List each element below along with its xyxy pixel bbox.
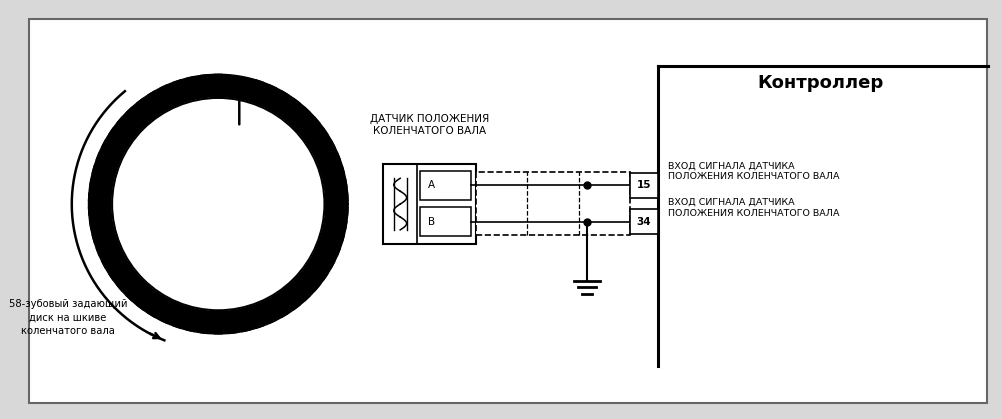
Polygon shape	[311, 251, 335, 269]
Bar	[383, 164, 476, 244]
Text: ВХОД СИГНАЛА ДАТЧИКА
ПОЛОЖЕНИЯ КОЛЕНЧАТОГО ВАЛА: ВХОД СИГНАЛА ДАТЧИКА ПОЛОЖЕНИЯ КОЛЕНЧАТО…	[667, 161, 839, 181]
Polygon shape	[200, 75, 210, 99]
Text: 34: 34	[636, 217, 651, 227]
Polygon shape	[320, 229, 345, 243]
Text: Пропущенные 2 зуба: Пропущенные 2 зуба	[181, 132, 297, 142]
Polygon shape	[92, 229, 117, 243]
Bar	[420, 207, 471, 236]
Polygon shape	[280, 287, 301, 310]
Polygon shape	[297, 117, 320, 138]
Polygon shape	[271, 293, 289, 318]
Text: 15: 15	[637, 180, 651, 190]
Polygon shape	[311, 140, 335, 158]
Polygon shape	[316, 152, 341, 168]
Polygon shape	[297, 270, 320, 291]
Polygon shape	[116, 117, 139, 138]
Circle shape	[112, 98, 325, 310]
Polygon shape	[324, 193, 348, 202]
Polygon shape	[160, 85, 176, 109]
Polygon shape	[126, 279, 148, 301]
Polygon shape	[271, 91, 289, 115]
Polygon shape	[88, 207, 112, 215]
Polygon shape	[89, 179, 114, 190]
Polygon shape	[186, 307, 198, 332]
Polygon shape	[160, 299, 176, 323]
Polygon shape	[320, 166, 345, 179]
Text: Контроллер: Контроллер	[757, 74, 883, 92]
Polygon shape	[136, 98, 156, 122]
Polygon shape	[186, 77, 198, 101]
Polygon shape	[289, 107, 311, 129]
Polygon shape	[108, 261, 132, 280]
Polygon shape	[248, 304, 264, 328]
Bar	[630, 173, 658, 198]
Polygon shape	[260, 85, 277, 109]
Text: ВХОД СИГНАЛА ДАТЧИКА
ПОЛОЖЕНИЯ КОЛЕНЧАТОГО ВАЛА: ВХОД СИГНАЛА ДАТЧИКА ПОЛОЖЕНИЯ КОЛЕНЧАТО…	[667, 198, 839, 217]
Polygon shape	[280, 98, 301, 122]
Polygon shape	[88, 74, 348, 334]
Polygon shape	[260, 299, 277, 323]
Polygon shape	[173, 80, 187, 105]
Polygon shape	[248, 80, 264, 105]
Polygon shape	[214, 310, 222, 334]
Polygon shape	[147, 91, 166, 115]
Polygon shape	[323, 179, 347, 190]
Polygon shape	[101, 251, 126, 269]
Polygon shape	[88, 193, 112, 202]
Text: В: В	[428, 217, 435, 227]
Polygon shape	[305, 261, 328, 280]
Text: 58-зубовый задающий
диск на шкиве
коленчатого вала: 58-зубовый задающий диск на шкиве коленч…	[9, 300, 127, 336]
Bar	[476, 171, 630, 235]
Polygon shape	[237, 307, 250, 332]
Bar	[420, 171, 471, 200]
Polygon shape	[226, 309, 236, 334]
Text: ДАТЧИК ПОЛОЖЕНИЯ
КОЛЕНЧАТОГО ВАЛА: ДАТЧИК ПОЛОЖЕНИЯ КОЛЕНЧАТОГО ВАЛА	[370, 114, 489, 136]
Polygon shape	[323, 218, 347, 229]
Polygon shape	[126, 107, 148, 129]
Polygon shape	[92, 166, 117, 179]
Polygon shape	[324, 207, 348, 215]
Polygon shape	[96, 152, 121, 168]
Polygon shape	[200, 309, 210, 334]
Polygon shape	[305, 128, 328, 147]
Polygon shape	[116, 270, 139, 291]
Polygon shape	[108, 128, 132, 147]
Polygon shape	[316, 240, 341, 256]
Polygon shape	[289, 279, 311, 301]
Polygon shape	[96, 240, 121, 256]
Polygon shape	[101, 140, 126, 158]
Bar	[630, 209, 658, 234]
Polygon shape	[214, 74, 222, 98]
Polygon shape	[147, 293, 166, 318]
Polygon shape	[136, 287, 156, 310]
Polygon shape	[173, 304, 187, 328]
Polygon shape	[89, 218, 114, 229]
Text: А: А	[428, 180, 435, 190]
